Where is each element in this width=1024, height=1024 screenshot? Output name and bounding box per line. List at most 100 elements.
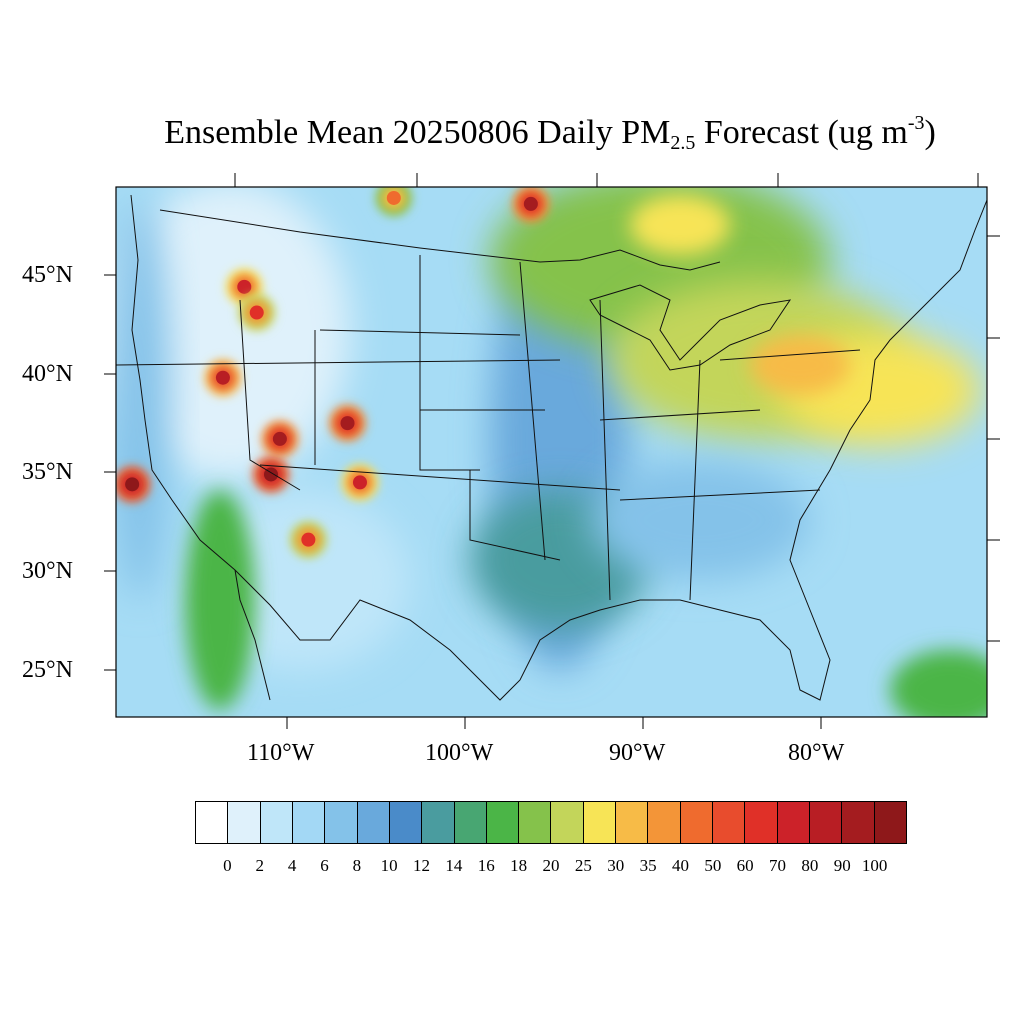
colorbar-label: 0 <box>223 856 232 875</box>
field-southeast-low <box>590 460 810 580</box>
concentration-field <box>72 187 987 717</box>
hotspot <box>352 475 367 490</box>
hotspot <box>125 477 140 492</box>
colorbar-label: 6 <box>320 856 329 875</box>
lat-label-45n: 45°N <box>22 262 73 288</box>
colorbar-cell <box>228 802 261 843</box>
colorbar-label: 8 <box>352 856 362 875</box>
colorbar-label: 14 <box>445 856 463 875</box>
field-hudson-plume <box>630 195 730 255</box>
state-line-12 <box>619 489 821 501</box>
colorbar-cell <box>583 802 617 843</box>
hotspot <box>72 351 86 365</box>
colorbar-label: 4 <box>287 856 297 875</box>
fire-hotspots <box>72 187 549 558</box>
baja-peninsula <box>234 569 271 701</box>
colorbar-cell <box>680 802 713 843</box>
title-suffix: ) <box>924 114 936 151</box>
colorbar-label: 16 <box>477 856 495 875</box>
field-ocean-southeast <box>890 650 987 717</box>
us-coastline <box>130 194 987 701</box>
lon-label-80w: 80°W <box>788 740 845 766</box>
colorbar-cell <box>325 802 358 843</box>
colorbar-label: 35 <box>639 856 657 875</box>
state-line-2 <box>239 299 301 491</box>
hotspot <box>237 279 252 294</box>
hotspot <box>249 305 264 320</box>
colorbar-cell <box>196 802 229 843</box>
colorbar-label: 12 <box>413 856 431 875</box>
colorbar-cell <box>648 802 681 843</box>
lat-label-30n: 30°N <box>22 558 73 584</box>
colorbar-label: 40 <box>671 856 689 875</box>
state-line-7 <box>259 464 621 491</box>
latitude-ticks <box>104 235 1000 671</box>
title-subscript: 2.5 <box>670 132 696 154</box>
colorbar-cell <box>519 802 552 843</box>
lat-label-35n: 35°N <box>22 459 73 485</box>
colorbar-cell <box>422 802 455 843</box>
colorbar-cell <box>745 802 778 843</box>
lat-label-25n: 25°N <box>22 657 73 683</box>
colorbar-cell <box>292 802 326 843</box>
colorbar-cell <box>357 802 390 843</box>
geography <box>116 194 987 701</box>
lon-label-110w: 110°W <box>247 740 315 766</box>
hotspot <box>523 196 538 211</box>
colorbar-cell <box>454 802 487 843</box>
colorbar-cell <box>777 802 810 843</box>
colorbar-label: 10 <box>380 856 398 875</box>
map-frame <box>115 186 988 718</box>
lat-label-40n: 40°N <box>22 361 73 387</box>
map-title: Ensemble Mean 20250806 Daily PM2.5 Forec… <box>0 112 1024 155</box>
colorbar-label: 60 <box>736 856 754 875</box>
title-prefix: Ensemble Mean 20250806 Daily PM <box>164 114 671 151</box>
colorbar-cell <box>616 802 649 843</box>
hotspot <box>340 416 355 431</box>
state-line-4 <box>419 255 480 471</box>
colorbar <box>195 801 907 844</box>
state-line-1 <box>116 359 561 366</box>
colorbar-label: 100 <box>861 856 888 875</box>
colorbar-label: 90 <box>833 856 851 875</box>
state-line-14 <box>719 349 861 361</box>
hotspot <box>386 190 401 205</box>
hotspot <box>272 431 287 446</box>
lon-label-90w: 90°W <box>609 740 666 766</box>
hotspot <box>301 532 316 547</box>
lon-label-100w: 100°W <box>425 740 494 766</box>
state-line-9 <box>519 261 546 561</box>
colorbar-cell <box>260 802 293 843</box>
colorbar-cell <box>713 802 746 843</box>
great-lakes-outline <box>589 284 792 371</box>
colorbar-cell <box>809 802 843 843</box>
colorbar-cell <box>486 802 520 843</box>
colorbar-label: 25 <box>574 856 592 875</box>
title-middle: Forecast (ug m <box>695 114 908 151</box>
state-line-5 <box>319 329 521 336</box>
colorbar-label: 50 <box>704 856 722 875</box>
field-west-low <box>116 187 350 480</box>
field-baja-coast <box>185 490 255 710</box>
longitude-ticks <box>234 173 979 729</box>
hotspot <box>215 370 230 385</box>
us-canada-border <box>159 209 721 271</box>
colorbar-label: 20 <box>542 856 560 875</box>
colorbar-label: 80 <box>801 856 819 875</box>
state-line-11 <box>599 409 761 421</box>
colorbar-label: 70 <box>769 856 787 875</box>
state-line-8 <box>469 470 561 561</box>
field-pennsylvania-max <box>750 335 850 395</box>
title-superscript: -3 <box>907 112 925 134</box>
colorbar-cell <box>551 802 584 843</box>
colorbar-label: 2 <box>255 856 264 875</box>
state-line-10 <box>599 299 611 601</box>
colorbar-label: 18 <box>510 856 528 875</box>
colorbar-cell <box>874 802 906 843</box>
colorbar-label: 30 <box>607 856 625 875</box>
colorbar-cell <box>842 802 875 843</box>
field-pacific-offshore <box>116 200 170 600</box>
colorbar-cell <box>389 802 423 843</box>
state-line-13 <box>689 359 701 601</box>
